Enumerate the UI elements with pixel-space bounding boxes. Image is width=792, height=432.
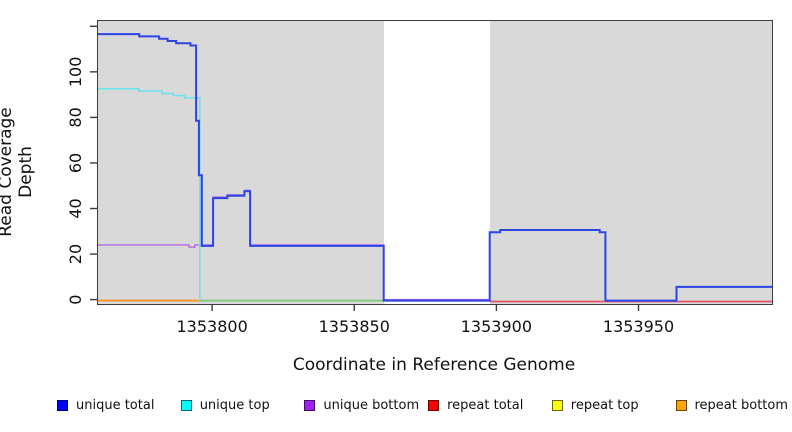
y-axis-title: Read Coverage Depth [0,107,36,237]
y-tick-label: 60 [66,153,85,173]
x-axis-title: Coordinate in Reference Genome [292,355,576,375]
legend-label: repeat bottom [694,398,789,413]
legend-label: unique top [199,398,270,413]
legend-item-repeat-total: repeat total [428,398,523,413]
legend-swatch [180,400,192,411]
legend-label: unique bottom [323,398,420,413]
x-tick-label: 1353800 [176,317,247,336]
legend: unique total unique top unique bottom repea… [0,398,792,418]
y-tick-label: 20 [66,244,85,264]
legend-swatch [304,400,316,411]
legend-label: repeat total [447,398,524,413]
legend-swatch [551,400,563,411]
highlight-region [383,21,490,304]
legend-swatch [57,400,68,411]
series-line [98,88,201,301]
x-tick-label: 1353850 [319,317,390,336]
plot-area [97,20,773,305]
y-tick-label: 0 [66,295,85,305]
series-lines [98,33,772,303]
y-tick-label: 100 [66,57,85,88]
x-tick-label: 1353950 [603,317,674,336]
series-line [98,33,772,302]
legend-item-unique-bottom: unique bottom [304,398,419,413]
legend-item-repeat-bottom: repeat bottom [675,398,789,413]
legend-label: repeat top [570,398,639,413]
x-tick-label: 1353900 [461,317,532,336]
legend-swatch [428,400,440,411]
y-tick-label: 80 [66,107,85,127]
legend-item-unique-top: unique top [180,398,270,413]
legend-swatch [675,400,687,411]
legend-item-repeat-top: repeat top [551,398,639,413]
legend-label: unique total [76,398,155,413]
legend-item-unique-total: unique total [57,398,154,413]
y-tick-label: 40 [66,198,85,218]
